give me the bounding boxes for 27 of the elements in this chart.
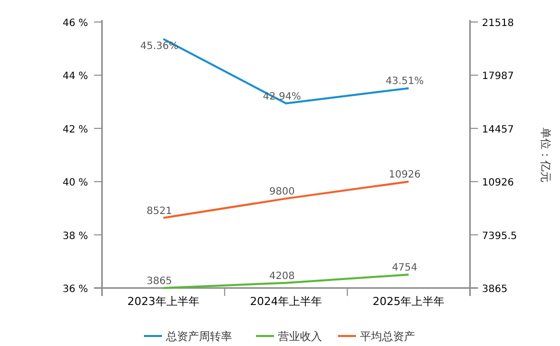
y2-tick-label: 14457 <box>482 124 514 136</box>
data-label: 10926 <box>388 170 421 181</box>
data-label: 45.36% <box>140 41 178 52</box>
y-tick-label: 42 % <box>62 124 88 136</box>
legend-label: 总资产周转率 <box>165 330 232 343</box>
legend-label: 营业收入 <box>278 330 322 343</box>
data-label: 9800 <box>269 186 295 198</box>
data-label: 4208 <box>269 270 295 282</box>
y2-tick-label: 7395.5 <box>482 230 517 242</box>
y-tick-label: 40 % <box>62 178 88 189</box>
y-tick-label: 46 % <box>62 18 88 29</box>
x-tick-label: 2025年上半年 <box>372 295 445 308</box>
y2-tick-label: 3865 <box>482 284 508 295</box>
y2-tick-label: 21518 <box>482 18 514 29</box>
y2-tick-label: 17987 <box>482 71 514 82</box>
data-label: 8521 <box>146 206 172 217</box>
y-tick-label: 44 % <box>62 71 88 82</box>
data-label: 43.51% <box>386 76 424 88</box>
data-label: 3865 <box>146 276 172 287</box>
x-tick-label: 2023年上半年 <box>127 295 200 308</box>
data-label: 4754 <box>392 262 418 274</box>
y2-axis-title: 单位：亿元 <box>539 128 552 182</box>
y2-tick-label: 10926 <box>482 178 514 189</box>
legend-label: 平均总资产 <box>360 330 415 343</box>
y-tick-label: 38 % <box>62 230 88 242</box>
x-tick-label: 2024年上半年 <box>250 295 322 308</box>
y-tick-label: 36 % <box>62 284 88 295</box>
